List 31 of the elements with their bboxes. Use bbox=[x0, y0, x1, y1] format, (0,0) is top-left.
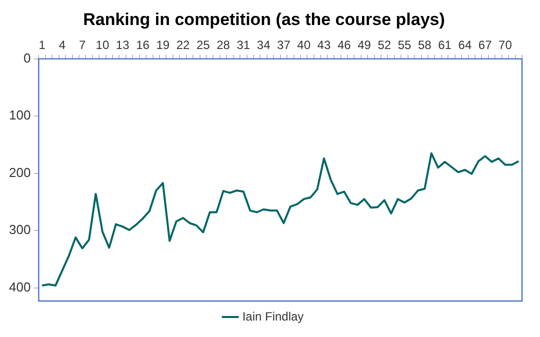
x-tick-label: 52 bbox=[378, 38, 392, 52]
y-tick-label: 100 bbox=[8, 108, 31, 123]
x-tick-label: 43 bbox=[317, 38, 331, 52]
x-tick-label: 46 bbox=[337, 38, 352, 52]
x-tick-label: 16 bbox=[136, 38, 150, 52]
y-tick-label: 0 bbox=[23, 50, 31, 66]
x-tick-label: 40 bbox=[297, 38, 311, 52]
x-tick-label: 49 bbox=[358, 38, 372, 52]
x-tick-label: 67 bbox=[478, 38, 492, 52]
x-tick-label: 4 bbox=[58, 38, 66, 52]
x-tick-label: 37 bbox=[277, 38, 291, 52]
y-tick-label: 200 bbox=[8, 164, 31, 180]
x-tick-label: 58 bbox=[418, 38, 432, 52]
y-tick-label: 400 bbox=[8, 279, 31, 294]
x-tick-label: 61 bbox=[438, 38, 452, 52]
x-tick-label: 10 bbox=[96, 38, 110, 52]
x-tick-label: 19 bbox=[156, 38, 170, 52]
x-tick-label: 25 bbox=[196, 38, 210, 52]
x-tick-label: 28 bbox=[216, 38, 230, 52]
x-tick-label: 70 bbox=[498, 38, 512, 52]
legend-label: Iain Findlay bbox=[242, 309, 304, 324]
x-tick-label: 64 bbox=[458, 38, 472, 52]
y-tick-label: 300 bbox=[8, 222, 31, 238]
x-tick-label: 1 bbox=[38, 38, 46, 52]
x-tick-label: 13 bbox=[116, 38, 130, 52]
x-tick-label: 22 bbox=[176, 38, 190, 52]
x-tick-label: 7 bbox=[78, 38, 86, 52]
x-tick-label: 31 bbox=[236, 38, 250, 52]
x-tick-label: 55 bbox=[398, 38, 412, 52]
x-tick-label: 34 bbox=[256, 38, 271, 52]
chart-title: Ranking in competition (as the course plays) bbox=[83, 10, 445, 29]
